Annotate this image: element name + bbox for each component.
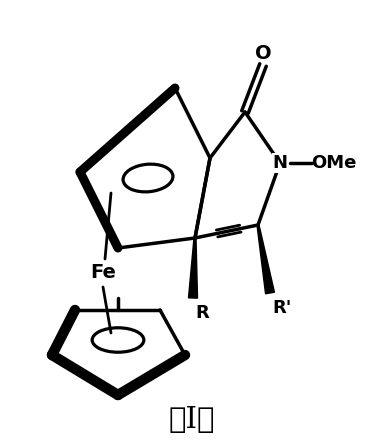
Text: OMe: OMe [311, 154, 357, 172]
Text: （I）: （I） [169, 406, 215, 434]
Text: R': R' [272, 299, 291, 317]
Polygon shape [188, 238, 198, 298]
Text: Fe: Fe [90, 264, 116, 283]
Text: O: O [255, 44, 271, 63]
Text: R: R [195, 304, 209, 322]
Polygon shape [257, 225, 274, 294]
Text: N: N [273, 154, 288, 172]
